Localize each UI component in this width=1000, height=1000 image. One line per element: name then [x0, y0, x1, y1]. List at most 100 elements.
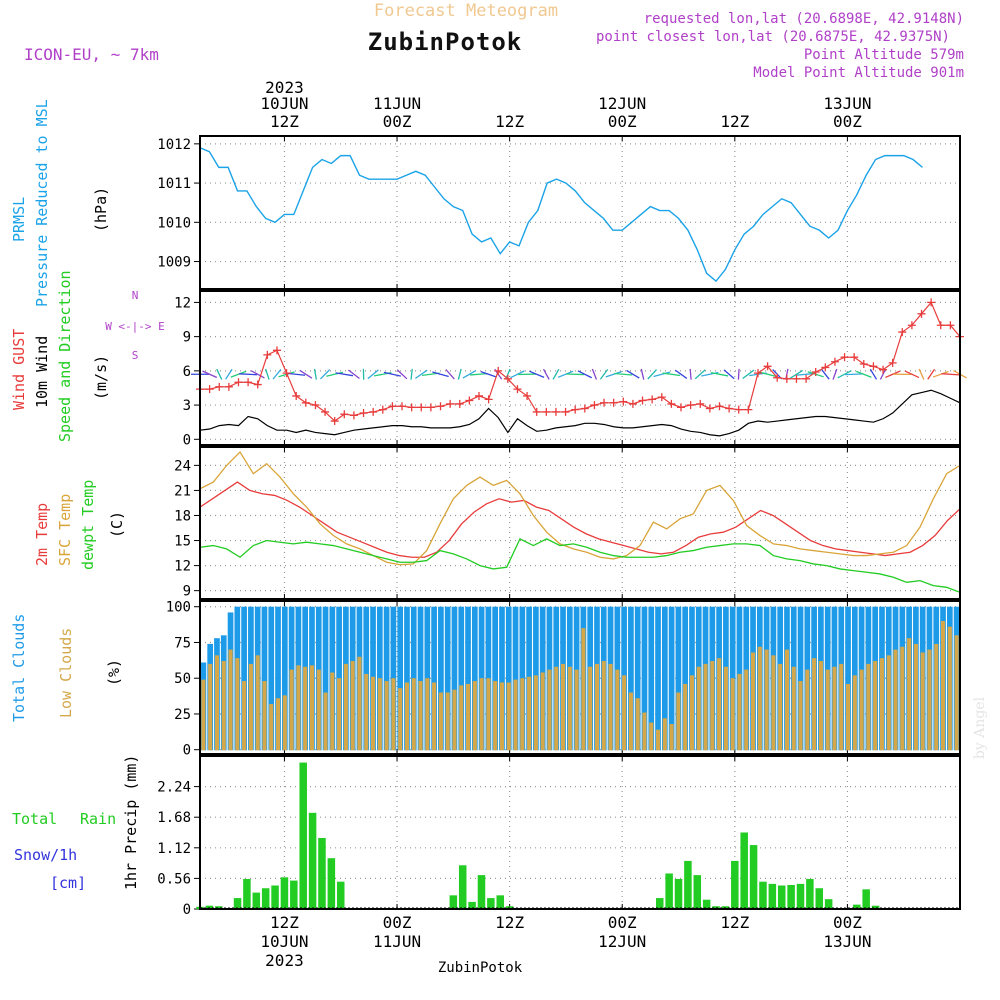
bottom-axis-label: 00Z	[833, 913, 862, 932]
gust-point	[330, 417, 339, 426]
wind-direction-arrow	[542, 368, 550, 380]
top-axis-label: 12JUN	[598, 94, 646, 113]
low-cloud-bar	[316, 669, 321, 751]
requested-coords: requested lon,lat (20.6898E, 42.9148N)	[644, 11, 964, 27]
wind-labels: Wind GUST 10m Wind Speed and Direction (…	[10, 270, 165, 442]
low-cloud-bar	[683, 683, 688, 751]
panel-2: 9 12 15 18 21 24	[174, 446, 961, 600]
wind-direction-arrow	[410, 368, 413, 380]
low-cloud-bar	[398, 688, 403, 751]
low-cloud-bar	[282, 695, 287, 751]
precip-bar	[271, 885, 279, 909]
panel-3: 0 25 50 75 100	[166, 600, 961, 759]
precip-bar	[806, 878, 814, 909]
total-cloud-bar	[505, 606, 512, 751]
panel-marks-3	[200, 606, 960, 751]
total-cloud-bar	[261, 606, 268, 751]
low-cloud-bar	[323, 692, 328, 751]
low-cloud-bar	[520, 678, 525, 751]
low-cloud-bar	[527, 676, 532, 751]
low-cloud-bar	[533, 675, 538, 751]
gust-point	[936, 321, 945, 330]
low-cloud-bar	[472, 681, 477, 751]
temp-labels: 2m Temp SFC Temp dewpt Temp (C)	[33, 480, 126, 570]
gust-point	[407, 403, 416, 412]
low-cloud-bar	[852, 675, 857, 751]
ytick-label: 6	[183, 364, 191, 380]
wind-direction-arrow	[202, 370, 218, 379]
precip-bar	[815, 888, 824, 909]
low-cloud-bar	[255, 655, 260, 751]
total-cloud-bar	[499, 606, 505, 751]
wind-direction-arrow	[879, 368, 887, 380]
gust-point	[205, 385, 214, 394]
gust-point	[734, 405, 743, 414]
precip-bar	[665, 873, 673, 909]
total-cloud-label: Total Clouds	[10, 614, 28, 722]
low-cloud-bar	[737, 673, 742, 751]
gust-point	[215, 382, 224, 391]
precip-bar	[449, 895, 458, 909]
ytick-label: 25	[174, 707, 191, 723]
ytick-label: 9	[183, 330, 191, 346]
wind-unit: (m/s)	[92, 355, 110, 400]
temp2m-line	[199, 481, 961, 558]
wind-direction-arrow	[605, 371, 622, 378]
gust-point	[811, 367, 820, 376]
total-cloud-bar	[417, 606, 424, 751]
top-axis-label: 2023	[265, 78, 304, 97]
gust-point	[907, 321, 916, 330]
footer-station: ZubinPotok	[438, 960, 523, 976]
precip-bar	[261, 888, 270, 909]
gust-point	[465, 396, 474, 405]
low-cloud-bar	[764, 649, 769, 751]
gust-point	[753, 369, 762, 378]
station-title: ZubinPotok	[368, 28, 523, 56]
total-cloud-bar	[275, 606, 281, 751]
low-cloud-bar	[425, 678, 430, 751]
panel-marks-2	[199, 450, 961, 593]
compass-n: N	[132, 289, 139, 302]
wind-direction-arrow	[856, 370, 872, 378]
ytick-label: 50	[174, 671, 191, 687]
gust-point	[898, 328, 907, 337]
wind-direction-arrow	[845, 373, 864, 376]
gust-point	[301, 398, 310, 407]
gust-point	[551, 407, 560, 416]
low-cloud-bar	[784, 649, 789, 751]
ytick-label: 0	[183, 743, 191, 759]
precip-bar	[693, 875, 702, 909]
gust-point	[686, 401, 695, 410]
low-cloud-bar	[934, 643, 939, 751]
gust-point	[417, 403, 426, 412]
gust-point	[869, 362, 878, 371]
ytick-label: 1009	[157, 255, 191, 271]
ytick-label: 0	[183, 432, 191, 448]
panel-frame	[199, 446, 961, 600]
gust-point	[619, 397, 628, 406]
gust-point	[426, 403, 435, 412]
ytick-label: 12	[174, 295, 191, 311]
gust-point	[600, 398, 609, 407]
gust-point	[609, 398, 618, 407]
pressure-line	[199, 147, 923, 283]
total-cloud-bar	[655, 606, 661, 751]
top-axis-label: 12Z	[720, 112, 749, 131]
low-cloud-bar	[574, 669, 579, 751]
precip-bar	[318, 837, 326, 909]
precip-bar	[862, 889, 870, 909]
wind-direction-arrow	[557, 370, 574, 378]
gust-point	[272, 346, 281, 355]
precip-bar	[299, 762, 307, 909]
pressure-unit: (hPa)	[92, 187, 110, 232]
top-axis-label: 11JUN	[373, 94, 421, 113]
wind-direction-arrow	[239, 373, 258, 376]
wind-direction-arrow	[626, 369, 640, 379]
wind-direction-arrow	[216, 368, 223, 380]
gust-point	[782, 374, 791, 383]
total-cloud-bar	[444, 606, 451, 751]
low-cloud-bar	[588, 666, 593, 751]
ytick-label: 1.68	[157, 810, 191, 826]
low-cloud-bar	[269, 703, 274, 751]
precip-bar	[327, 858, 336, 909]
